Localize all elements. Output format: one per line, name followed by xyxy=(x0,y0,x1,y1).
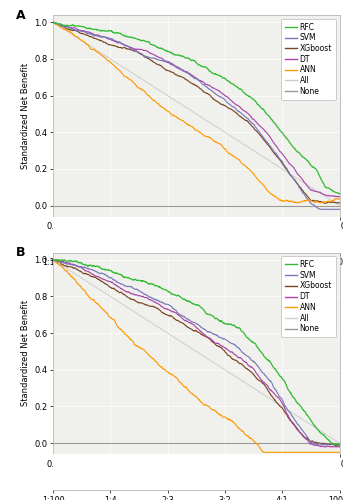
X-axis label: High Risk Threshold: High Risk Threshold xyxy=(154,472,238,480)
Legend: RFC, SVM, XGboost, DT, ANN, All, None: RFC, SVM, XGboost, DT, ANN, All, None xyxy=(281,256,336,337)
Text: B: B xyxy=(16,246,25,260)
X-axis label: Cost Benefit Ratio: Cost Benefit Ratio xyxy=(158,270,234,279)
Y-axis label: Standardized Net Benefit: Standardized Net Benefit xyxy=(21,63,30,169)
Legend: RFC, SVM, XGboost, DT, ANN, All, None: RFC, SVM, XGboost, DT, ANN, All, None xyxy=(281,19,336,100)
Text: A: A xyxy=(16,9,26,22)
X-axis label: High Risk Threshold: High Risk Threshold xyxy=(154,234,238,243)
Y-axis label: Standardized Net Benefit: Standardized Net Benefit xyxy=(21,300,30,406)
